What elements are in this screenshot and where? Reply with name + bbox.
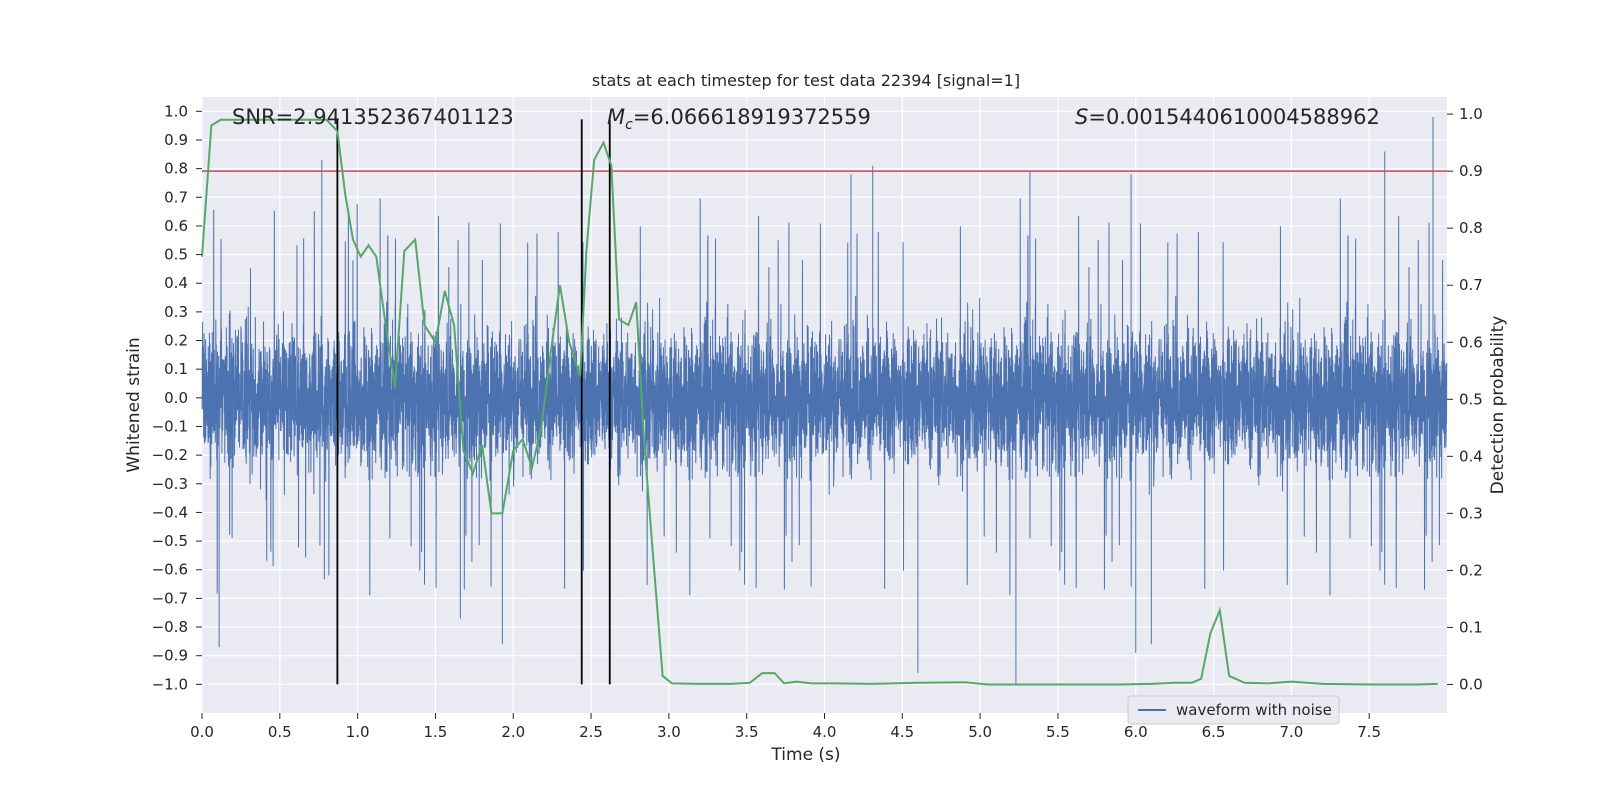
y-axis-left-label: Whitened strain xyxy=(124,337,144,472)
y-axis-right-ticks: 1.0 0.9 0.8 0.7 0.6 0.5 0.4 0.3 0.2 0.1 0.0 xyxy=(1447,105,1483,693)
y-left-tick-label: −0.8 xyxy=(152,618,188,636)
y-right-tick-label: 0.1 xyxy=(1459,618,1483,636)
y-right-tick-label: 0.8 xyxy=(1459,219,1483,237)
x-tick-label: 1.0 xyxy=(346,723,370,741)
y-right-tick-label: 0.6 xyxy=(1459,333,1483,351)
chirp-mass-subscript: c xyxy=(625,117,633,133)
y-right-tick-label: 0.3 xyxy=(1459,504,1483,522)
legend-label-waveform: waveform with noise xyxy=(1176,701,1332,719)
legend-box xyxy=(1127,695,1340,725)
y-left-tick-label: 0.1 xyxy=(164,360,188,378)
chirp-mass-symbol: M xyxy=(607,105,625,129)
y-left-tick-label: −0.3 xyxy=(152,475,188,493)
y-left-tick-label: 0.3 xyxy=(164,303,188,321)
y-left-tick-label: −0.5 xyxy=(152,532,188,550)
waveform-line xyxy=(201,117,1448,685)
x-tick-label: 4.0 xyxy=(813,723,837,741)
y-left-tick-label: −0.9 xyxy=(152,647,188,665)
y-right-tick-label: 0.9 xyxy=(1459,162,1483,180)
chart-title: stats at each timestep for test data 223… xyxy=(592,71,1020,90)
y-left-tick-label: 0.7 xyxy=(164,188,188,206)
chirp-mass-value: =6.066618919372559 xyxy=(633,105,871,129)
y-left-tick-label: 0.0 xyxy=(164,389,188,407)
x-tick-label: 2.0 xyxy=(501,723,525,741)
y-axis-right-label: Detection probability xyxy=(1488,316,1508,495)
x-axis-label: Time (s) xyxy=(770,745,840,765)
x-tick-label: 5.5 xyxy=(1046,723,1070,741)
x-tick-label: 0.0 xyxy=(190,723,214,741)
x-tick-label: 5.0 xyxy=(968,723,992,741)
vertical-lines xyxy=(336,119,611,685)
y-left-tick-label: −0.6 xyxy=(152,561,188,579)
probability-line xyxy=(201,118,1438,686)
y-left-tick-label: 1.0 xyxy=(164,102,188,120)
y-left-tick-label: −1.0 xyxy=(152,675,188,693)
y-right-tick-label: 0.0 xyxy=(1459,675,1483,693)
y-left-tick-label: 0.8 xyxy=(164,160,188,178)
y-left-tick-label: 0.6 xyxy=(164,217,188,235)
y-left-tick-label: −0.2 xyxy=(152,446,188,464)
y-left-tick-label: 0.9 xyxy=(164,131,188,149)
y-left-tick-label: 0.4 xyxy=(164,274,188,292)
s-annotation: S=0.0015440610004588962 xyxy=(1075,105,1380,129)
x-tick-label: 4.5 xyxy=(890,723,914,741)
x-tick-label: 6.5 xyxy=(1202,723,1226,741)
x-tick-label: 0.5 xyxy=(268,723,292,741)
x-tick-label: 1.5 xyxy=(424,723,448,741)
waveform-series xyxy=(201,117,1448,685)
y-left-tick-label: 0.5 xyxy=(164,246,188,264)
snr-annotation: SNR=2.941352367401123 xyxy=(232,105,514,129)
x-tick-label: 3.0 xyxy=(657,723,681,741)
probability-series xyxy=(201,118,1438,686)
x-tick-label: 3.5 xyxy=(735,723,759,741)
legend: waveform with noise xyxy=(1127,695,1340,725)
y-left-tick-label: −0.1 xyxy=(152,417,188,435)
chirp-mass-annotation: Mc=6.066618919372559 xyxy=(607,105,871,133)
y-right-tick-label: 0.7 xyxy=(1459,276,1483,294)
s-value: =0.0015440610004588962 xyxy=(1088,105,1380,129)
y-right-tick-label: 0.5 xyxy=(1459,390,1483,408)
x-tick-label: 6.0 xyxy=(1124,723,1148,741)
y-right-tick-label: 1.0 xyxy=(1459,105,1483,123)
x-axis-ticks: 0.0 0.5 1.0 1.5 2.0 2.5 3.0 3.5 4.0 4.5 5.0 5.5 6.0 6… xyxy=(190,713,1381,741)
x-tick-label: 7.0 xyxy=(1279,723,1303,741)
y-right-tick-label: 0.4 xyxy=(1459,447,1483,465)
x-tick-label: 7.5 xyxy=(1357,723,1381,741)
x-tick-label: 2.5 xyxy=(579,723,603,741)
y-left-tick-label: −0.4 xyxy=(152,503,188,521)
y-axis-left-ticks: 1.0 0.9 0.8 0.7 0.6 0.5 0.4 0.3 0.2 0.1 0.0 −0.1 −0.… xyxy=(152,102,202,693)
y-left-tick-label: 0.2 xyxy=(164,332,188,350)
s-symbol: S xyxy=(1075,105,1088,129)
y-right-tick-label: 0.2 xyxy=(1459,561,1483,579)
y-left-tick-label: −0.7 xyxy=(152,589,188,607)
